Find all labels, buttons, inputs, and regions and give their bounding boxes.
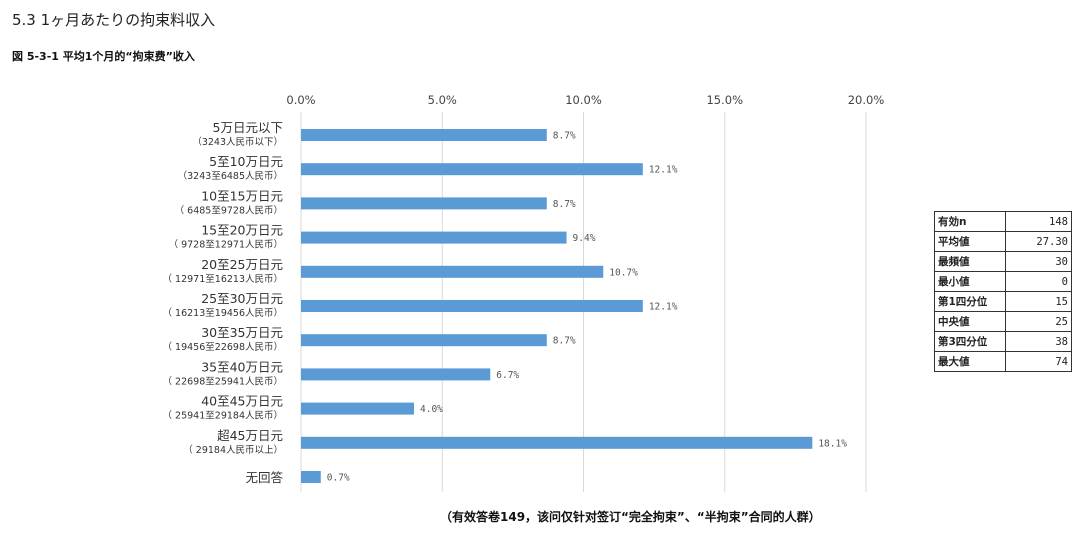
bar [301, 163, 643, 176]
stats-value: 74 [1005, 351, 1072, 372]
value-labels: 8.7% 12.1% 8.7% 9.4% 10.7% 12.1% 8.7% 6.7% 4.0% 1… [327, 131, 847, 484]
value-label: 8.7% [553, 199, 576, 210]
value-label: 9.4% [573, 233, 596, 244]
category-label: 10至15万日元 [201, 188, 283, 203]
x-tick-label: 10.0% [565, 93, 602, 107]
stats-row: 最大値 74 [934, 351, 1072, 372]
category-sublabel: （ 22698至25941人民币） [163, 375, 283, 387]
value-label: 8.7% [553, 336, 576, 347]
category-label: 15至20万日元 [201, 223, 283, 238]
bar [301, 402, 414, 415]
x-axis-tick-labels: 0.0% 5.0% 10.0% 15.0% 20.0% [286, 93, 884, 107]
stats-label: 平均値 [934, 231, 1006, 252]
stats-row: 最小値 0 [934, 271, 1072, 292]
stats-row: 第3四分位 38 [934, 331, 1072, 352]
stats-label: 中央値 [934, 311, 1006, 332]
category-label: 5至10万日元 [209, 154, 283, 169]
bar [301, 129, 547, 141]
x-tick-label: 20.0% [848, 93, 885, 107]
stats-value: 27.30 [1005, 231, 1072, 252]
stats-label: 最頻値 [934, 251, 1006, 272]
bar [301, 368, 491, 381]
category-sublabel: （3243人民币以下） [192, 136, 283, 148]
category-label: 20至25万日元 [201, 257, 283, 272]
stats-value: 38 [1005, 331, 1072, 352]
value-label: 6.7% [496, 370, 519, 381]
value-label: 0.7% [327, 473, 350, 484]
stats-label: 第3四分位 [934, 331, 1006, 352]
stats-row: 有効n 148 [934, 211, 1072, 232]
stats-label: 最大値 [934, 351, 1006, 372]
stats-value: 15 [1005, 291, 1072, 312]
stats-value: 25 [1005, 311, 1072, 332]
category-label: 40至45万日元 [201, 394, 283, 409]
bar [301, 197, 547, 210]
x-tick-label: 0.0% [286, 93, 315, 107]
bar [301, 334, 547, 347]
section-title: 5.3 1ヶ月あたりの拘束料収入 [12, 11, 216, 29]
category-sublabel: （ 25941至29184人民币） [163, 410, 283, 422]
stats-row: 最頻値 30 [934, 251, 1072, 272]
category-sublabel: （ 19456至22698人民币） [163, 341, 283, 353]
bar [301, 265, 604, 278]
summary-stats-table: 有効n 148 平均値 27.30 最頻値 30 最小値 0 第1四分位 15 中央値 25 第3四分位… [934, 211, 1072, 372]
category-label: 35至40万日元 [201, 359, 283, 374]
bar [301, 300, 643, 312]
category-sublabel: （ 6485至9728人民币） [175, 204, 283, 216]
bar [301, 231, 567, 244]
category-label: 30至35万日元 [201, 325, 283, 340]
stats-value: 0 [1005, 271, 1072, 292]
stats-row: 中央値 25 [934, 311, 1072, 332]
value-label: 8.7% [553, 131, 576, 142]
category-label: 25至30万日元 [201, 291, 283, 306]
value-label: 4.0% [420, 404, 443, 415]
category-sublabel: （ 9728至12971人民币） [169, 239, 283, 251]
value-label: 12.1% [649, 302, 678, 313]
bar [301, 471, 321, 483]
figure-caption: 図 5-3-1 平均1个月的“拘束费”收入 [12, 50, 195, 63]
stats-value: 148 [1005, 211, 1072, 232]
value-label: 10.7% [609, 267, 638, 278]
stats-label: 第1四分位 [934, 291, 1006, 312]
category-label: 超45万日元 [217, 428, 283, 443]
stats-row: 平均値 27.30 [934, 231, 1072, 252]
bars [301, 129, 813, 483]
category-sublabel: （ 16213至19456人民币） [163, 307, 283, 319]
footnote: （有效答卷149，该问仅针对签订“完全拘束”、“半拘束”合同的人群） [440, 510, 821, 524]
category-sublabel: （ 12971至16213人民币） [163, 273, 283, 285]
stats-row: 第1四分位 15 [934, 291, 1072, 312]
stats-value: 30 [1005, 251, 1072, 272]
x-tick-label: 15.0% [706, 93, 743, 107]
category-labels: 5万日元以下（3243人民币以下） 5至10万日元（3243至6485人民币） 10… [163, 120, 284, 485]
category-sublabel: （3243至6485人民币） [178, 170, 283, 182]
x-tick-label: 5.0% [428, 93, 457, 107]
category-label: 5万日元以下 [213, 120, 283, 135]
stats-label: 有効n [934, 211, 1006, 232]
bar [301, 436, 813, 449]
stats-label: 最小値 [934, 271, 1006, 292]
value-label: 12.1% [649, 165, 678, 176]
value-label: 18.1% [818, 438, 847, 449]
category-label: 无回答 [245, 470, 283, 485]
category-sublabel: （ 29184人民币以上） [183, 444, 283, 456]
